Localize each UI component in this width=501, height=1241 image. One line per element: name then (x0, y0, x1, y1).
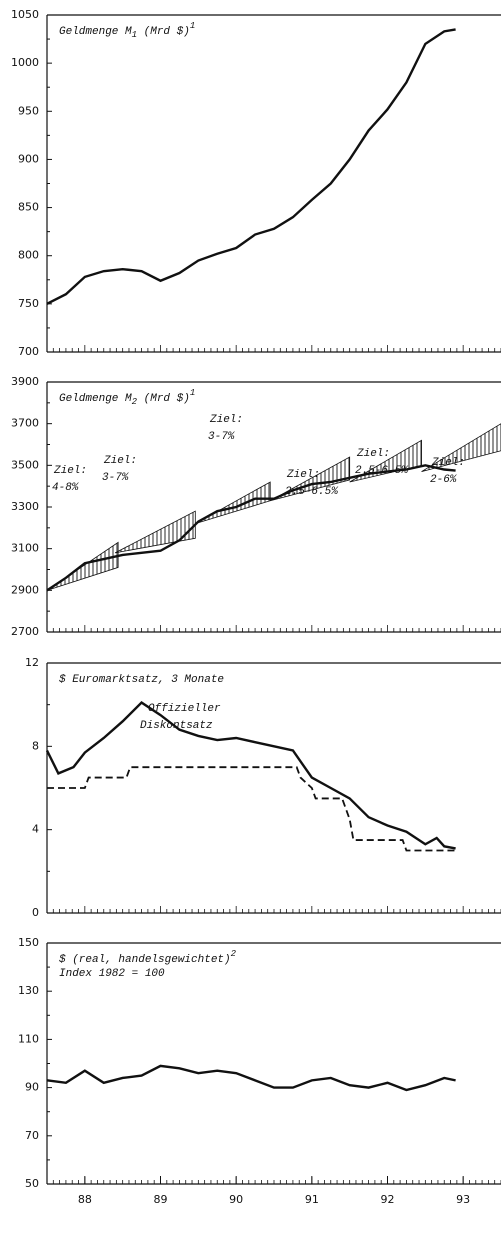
y-tick-label: 750 (18, 297, 39, 310)
y-tick-label: 1050 (11, 8, 39, 21)
series-label: Offizieller (148, 703, 221, 715)
target-corridor (195, 481, 271, 525)
y-tick-label: 900 (18, 152, 39, 165)
y-tick-label: 50 (25, 1177, 39, 1190)
target-corridor (270, 456, 351, 502)
title-rest: (Mrd $) (137, 393, 190, 405)
title-sub: 2 (132, 397, 138, 407)
panel-title: Geldmenge M2 (Mrd $)1 (59, 388, 195, 407)
y-tick-label: 2700 (11, 625, 39, 638)
annotation: 4-8% (52, 482, 80, 494)
y-tick-label: 0 (32, 906, 39, 919)
y-tick-label: 3900 (11, 375, 39, 388)
y-tick-label: 800 (18, 249, 39, 262)
annotation: Ziel: (356, 448, 390, 460)
series-line (46, 28, 456, 305)
annotation: Ziel: (431, 457, 465, 469)
title-sub: 1 (132, 30, 137, 40)
y-tick-label: 1000 (11, 56, 39, 69)
x-tick-label: 92 (381, 1193, 395, 1206)
target-corridor (421, 423, 501, 472)
series-line (45, 701, 456, 850)
y-tick-label: 8 (32, 739, 39, 752)
y-tick-label: 3500 (11, 458, 39, 471)
y-tick-label: 700 (18, 345, 39, 358)
y-tick-label: 950 (18, 104, 39, 117)
title-sup: 1 (190, 21, 195, 31)
x-tick-label: 90 (229, 1193, 243, 1206)
panel-subtitle: Index 1982 = 100 (59, 968, 165, 980)
title-rest: (Mrd $) (137, 26, 190, 38)
target-corridor (349, 439, 422, 483)
annotation: 2-6% (430, 474, 458, 486)
y-tick-label: 70 (25, 1129, 39, 1142)
x-tick-label: 89 (154, 1193, 168, 1206)
series-label: Diskontsatz (140, 720, 213, 732)
x-tick-label: 91 (305, 1193, 319, 1206)
y-tick-label: 3100 (11, 542, 39, 555)
panel-title: $ Euromarktsatz, 3 Monate (59, 674, 224, 686)
annotation: 3-7% (208, 431, 236, 443)
title-text: Geldmenge M (59, 26, 132, 38)
title-sup: 2 (231, 949, 237, 959)
title-text: $ (real, handelsgewichtet) (59, 954, 231, 966)
y-tick-label: 3300 (11, 500, 39, 513)
y-tick-label: 110 (18, 1032, 39, 1045)
x-tick-label: 88 (78, 1193, 92, 1206)
title-sup: 1 (190, 388, 195, 398)
target-corridor (114, 510, 196, 554)
annotation: Ziel: (53, 465, 87, 477)
title-text: Geldmenge M (59, 393, 132, 405)
y-tick-label: 4 (32, 823, 39, 836)
y-tick-label: 90 (25, 1081, 39, 1094)
y-tick-label: 850 (18, 201, 39, 214)
annotation: Ziel: (103, 455, 137, 467)
annotation: Ziel: (209, 414, 243, 426)
annotation: 3-7% (102, 472, 130, 484)
y-tick-label: 12 (25, 656, 39, 669)
series-line (47, 766, 456, 852)
series-line (46, 1064, 456, 1092)
y-tick-label: 2900 (11, 583, 39, 596)
series-line (46, 464, 456, 592)
x-tick-label: 93 (456, 1193, 470, 1206)
y-tick-label: 3700 (11, 417, 39, 430)
panel-title: $ (real, handelsgewichtet)2 (59, 949, 237, 966)
panel-title: Geldmenge M1 (Mrd $)1 (59, 21, 195, 40)
annotation: Ziel: (286, 469, 320, 481)
y-tick-label: 130 (18, 984, 39, 997)
y-tick-label: 150 (18, 936, 39, 949)
annotation: 2.5-6.5% (285, 486, 339, 498)
title-text: $ Euromarktsatz, 3 Monate (59, 674, 224, 686)
